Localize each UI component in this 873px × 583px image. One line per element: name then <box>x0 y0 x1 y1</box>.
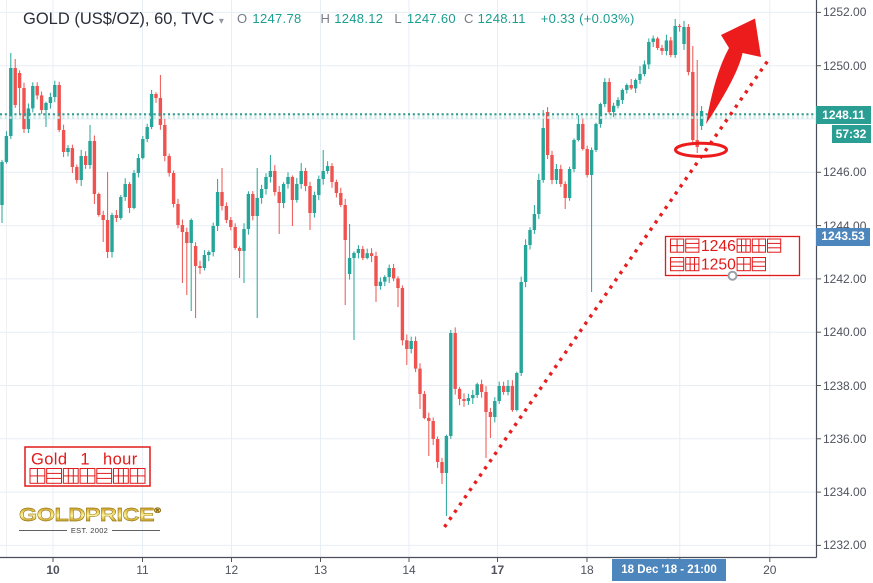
svg-text:Gold 1 hour: Gold 1 hour <box>31 451 138 469</box>
svg-text:1250: 1250 <box>701 257 736 274</box>
svg-text:1246: 1246 <box>701 238 736 255</box>
